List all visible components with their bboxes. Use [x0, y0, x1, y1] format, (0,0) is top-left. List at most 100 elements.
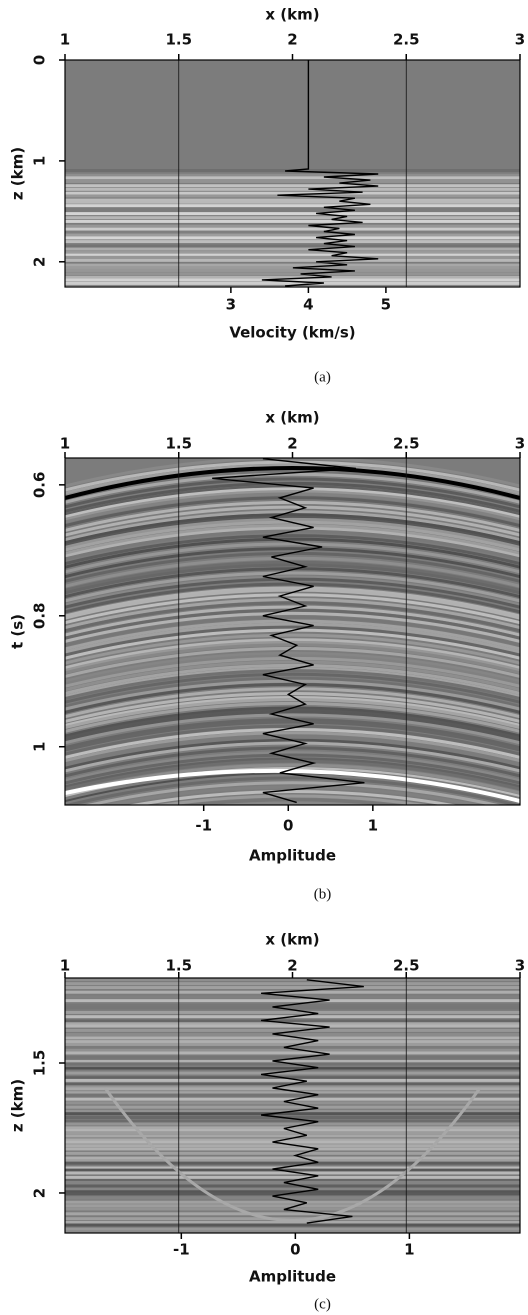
stripe [65, 1196, 520, 1200]
stripe [65, 505, 520, 537]
stripe [65, 1227, 520, 1231]
stripe [65, 1028, 520, 1032]
stripe [65, 776, 520, 805]
plot-frame [64, 977, 521, 1234]
stripe [65, 687, 520, 719]
value-tick-label: 1 [404, 1241, 414, 1259]
stripe [65, 1119, 520, 1123]
stripe [65, 582, 520, 614]
stripe [65, 244, 520, 248]
stripe [65, 672, 520, 704]
y-tick-label: 0 [31, 55, 49, 65]
stripe [65, 563, 520, 595]
stripe [65, 1048, 520, 1052]
stripe [65, 524, 520, 556]
stripe [65, 1105, 520, 1109]
event [103, 1087, 482, 1222]
stripe [65, 1078, 520, 1082]
stripe [65, 1093, 520, 1097]
stripe [65, 643, 520, 675]
stripe [65, 718, 520, 750]
stripe [65, 1010, 520, 1014]
stripe [65, 588, 520, 620]
stripe [180, 798, 405, 805]
value-tick-label: 1 [368, 817, 378, 835]
stripe [65, 774, 520, 805]
stripe [65, 1184, 520, 1188]
stripe [65, 1212, 520, 1216]
stripe [65, 1040, 520, 1044]
stripe [65, 708, 520, 740]
stripe [65, 1159, 520, 1163]
stripe [65, 608, 520, 640]
stripe [65, 219, 520, 223]
stripe [65, 1156, 520, 1160]
stripe [65, 216, 520, 220]
stripe [65, 179, 520, 183]
stripe [65, 660, 520, 692]
stripe [65, 526, 520, 558]
value-tick-label: 3 [226, 296, 236, 314]
y-tick-label: 1.5 [31, 1050, 49, 1077]
stripe [65, 1207, 520, 1211]
stripe [65, 575, 520, 607]
stripe [65, 593, 520, 625]
x-axis-title: x (km) [265, 409, 319, 427]
x-tick-label: 2 [287, 31, 297, 49]
stripe [65, 1019, 520, 1023]
x-tick-label: 2.5 [393, 957, 420, 975]
stripe [65, 713, 520, 745]
stripe [65, 204, 520, 208]
x-tick-label: 2 [287, 957, 297, 975]
x-tick-label: 2.5 [393, 31, 420, 49]
stripe [65, 701, 520, 733]
stripe [65, 542, 520, 574]
stripe [65, 176, 520, 180]
x-tick-label: 3 [515, 435, 525, 453]
value-tick-label: 5 [381, 296, 391, 314]
stripe [82, 781, 503, 805]
x-axis-title: x (km) [265, 931, 319, 949]
stripe [65, 1187, 520, 1191]
stripe [65, 556, 520, 588]
stripe [65, 1042, 520, 1046]
stripe [65, 1116, 520, 1120]
stripe [65, 472, 520, 504]
stripe [65, 741, 520, 773]
stripe [65, 601, 520, 633]
stripe [65, 258, 520, 262]
stripe [65, 251, 520, 255]
stripe [65, 753, 520, 785]
stripe [65, 982, 520, 986]
y-tick-label: 2 [31, 1188, 49, 1198]
stripe [65, 724, 520, 756]
stripe [65, 227, 520, 231]
stripe [65, 567, 520, 599]
stripe [65, 625, 520, 657]
stripe [65, 669, 520, 701]
stripe [65, 1051, 520, 1055]
stripe [65, 1122, 520, 1126]
stripe [65, 1006, 520, 1010]
x-tick-label: 1 [60, 957, 70, 975]
stripe [65, 1204, 520, 1208]
x-tick-label: 1 [60, 435, 70, 453]
stripe [65, 537, 520, 569]
x-tick-label: 2 [287, 435, 297, 453]
stripe [65, 247, 520, 251]
value-tick-label: 0 [290, 1241, 300, 1259]
stripe [65, 263, 520, 267]
stripe [65, 184, 520, 188]
stripe [65, 691, 520, 723]
stripe [65, 233, 520, 237]
stripe [102, 785, 483, 805]
stripe [65, 187, 520, 191]
stripe [65, 212, 520, 216]
stripe [65, 560, 520, 592]
stripe [65, 682, 520, 714]
stripe [65, 173, 520, 177]
stripe [65, 571, 520, 603]
caption: (c) [314, 1296, 331, 1312]
stripe [65, 255, 520, 259]
stripe [65, 676, 520, 708]
